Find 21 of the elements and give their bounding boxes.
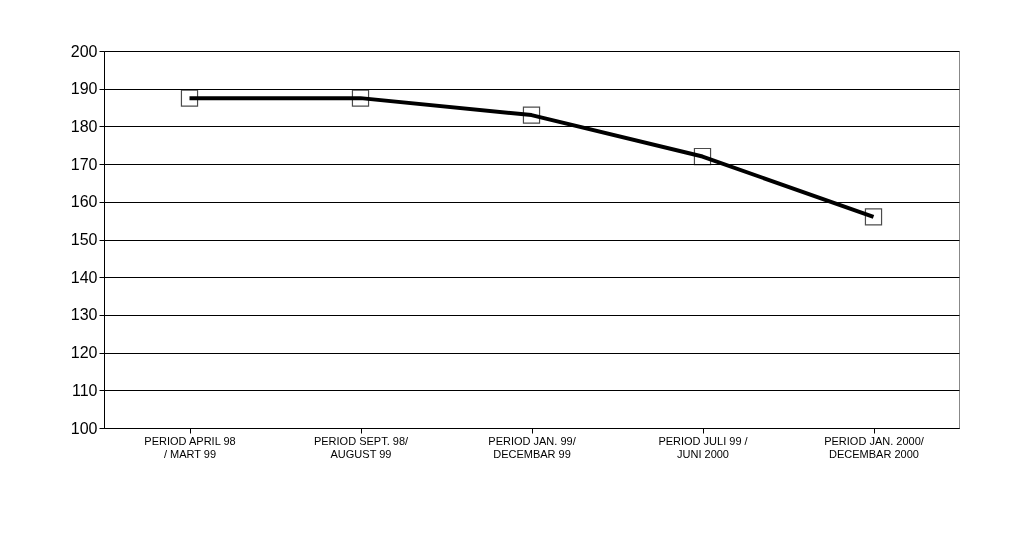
y-tick-label: 100 — [70, 419, 98, 437]
x-tick-label: PERIOD APRIL 98 / MART 99 — [144, 434, 236, 460]
y-tick-label: 130 — [70, 306, 98, 324]
y-tick-label: 140 — [70, 268, 98, 286]
x-tick-label: PERIOD SEPT. 98/ AUGUST 99 — [313, 434, 410, 460]
y-tick-label: 160 — [70, 193, 98, 211]
y-tick-label: 190 — [70, 80, 98, 98]
y-tick-label: 200 — [70, 42, 98, 60]
y-tick-label: 120 — [70, 344, 98, 362]
point — [864, 208, 883, 226]
x-tick-label: PERIOD JAN. 2000/ DECEMBAR 2000 — [824, 434, 925, 460]
point — [522, 106, 541, 124]
y-tick-label: 180 — [70, 117, 98, 135]
y-tick-label: 150 — [70, 231, 98, 248]
y-tick-label: 110 — [71, 381, 98, 399]
x-tick-label: PERIOD JULI 99 / JUNI 2000 — [658, 434, 749, 460]
point — [180, 89, 199, 107]
y-tick-label: 170 — [70, 155, 98, 173]
x-tick-label: PERIOD JAN. 99/ DECEMBAR 99 — [488, 434, 577, 460]
point — [351, 89, 370, 107]
point — [693, 147, 712, 166]
